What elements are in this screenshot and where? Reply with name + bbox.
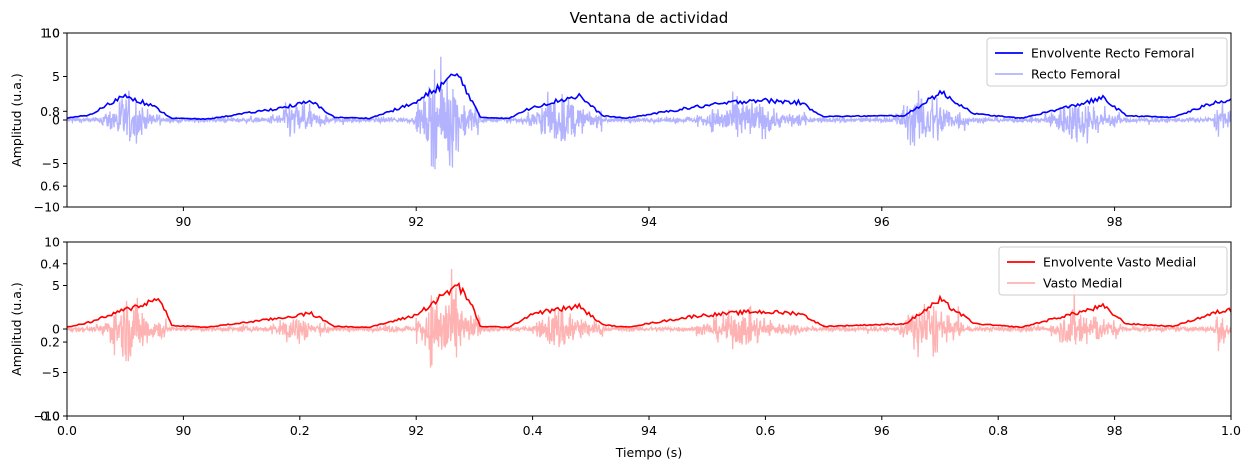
y-tick-label-0: 0 bbox=[52, 113, 60, 128]
x-tick-label-98: 98 bbox=[1107, 214, 1123, 229]
y-tick-label--5: −5 bbox=[42, 365, 60, 380]
y-tick-label--10: −10 bbox=[34, 200, 60, 215]
x-axis-label: Tiempo (s) bbox=[615, 445, 682, 460]
axes-panel-2: 90 92 94 96 98 0.0 0.2 0.4 0.6 0.8 1.0 −10 −5 0 5 10 0.4… bbox=[9, 235, 1241, 461]
y-tick-label-10: 10 bbox=[44, 26, 60, 41]
x-tick-label-90: 90 bbox=[175, 214, 191, 229]
x-tick-label-92: 92 bbox=[408, 214, 424, 229]
x-tick-label-94: 94 bbox=[641, 423, 657, 438]
x-tick-label-90: 90 bbox=[175, 423, 191, 438]
overlay-x-tick-label-3: 0.6 bbox=[755, 423, 775, 438]
overlay-x-tick-label-0: 0.0 bbox=[57, 423, 77, 438]
y-tick-label--5: −5 bbox=[42, 156, 60, 171]
y-tick-label--10: −10 bbox=[34, 409, 60, 424]
y-tick-label-5: 5 bbox=[52, 278, 60, 293]
x-tick-label-96: 96 bbox=[874, 214, 890, 229]
legend-label-1-1: Recto Femoral bbox=[1031, 67, 1121, 82]
x-tick-label-98: 98 bbox=[1107, 423, 1123, 438]
axes-panel-1: 90 92 94 96 98 −10 −5 0 5 101.0 0.8 0.6 Amplitud (u.… bbox=[9, 9, 1232, 229]
raw-signal-line-2 bbox=[67, 268, 1231, 368]
legend-label-2-0: Envolvente Vasto Medial bbox=[1043, 255, 1196, 270]
y-tick-label-10: 10 bbox=[44, 235, 60, 250]
y-tick-label-5: 5 bbox=[52, 69, 60, 84]
chart-title: Ventana de actividad bbox=[570, 9, 729, 27]
envelope-line-2 bbox=[67, 281, 1231, 329]
y-axis-label-2: Amplitud (u.a.) bbox=[9, 282, 24, 376]
overlay-y-tick-label-2: 0.0 bbox=[40, 409, 60, 424]
overlay-y-tick-label-0: 0.4 bbox=[40, 256, 60, 271]
overlay-y-tick-label-0: 1.0 bbox=[40, 26, 60, 41]
overlay-y-tick-label-1: 0.2 bbox=[40, 335, 60, 350]
overlay-y-tick-label-2: 0.6 bbox=[40, 179, 60, 194]
envelope-line-1 bbox=[67, 72, 1231, 121]
raw-signal-line-1 bbox=[67, 56, 1231, 170]
x-tick-label-96: 96 bbox=[874, 423, 890, 438]
plot-area-2 bbox=[67, 268, 1231, 368]
overlay-x-tick-label-4: 0.8 bbox=[988, 423, 1008, 438]
y-axis-label-1: Amplitud (u.a.) bbox=[9, 73, 24, 167]
legend-box-1 bbox=[986, 37, 1228, 87]
legend-2: Envolvente Vasto Medial Vasto Medial bbox=[998, 246, 1228, 296]
legend-label-1-0: Envolvente Recto Femoral bbox=[1031, 46, 1194, 61]
y-tick-label-0: 0 bbox=[52, 322, 60, 337]
overlay-x-tick-label-1: 0.2 bbox=[290, 423, 310, 438]
overlay-x-tick-label-2: 0.4 bbox=[523, 423, 543, 438]
plot-area-1 bbox=[67, 56, 1231, 170]
legend-label-2-1: Vasto Medial bbox=[1043, 276, 1122, 291]
legend-1: Envolvente Recto Femoral Recto Femoral bbox=[986, 37, 1228, 87]
x-tick-label-94: 94 bbox=[641, 214, 657, 229]
legend-box-2 bbox=[998, 246, 1228, 296]
overlay-y-tick-label-1: 0.8 bbox=[40, 104, 60, 119]
x-tick-label-92: 92 bbox=[408, 423, 424, 438]
overlay-x-tick-label-5: 1.0 bbox=[1221, 423, 1241, 438]
